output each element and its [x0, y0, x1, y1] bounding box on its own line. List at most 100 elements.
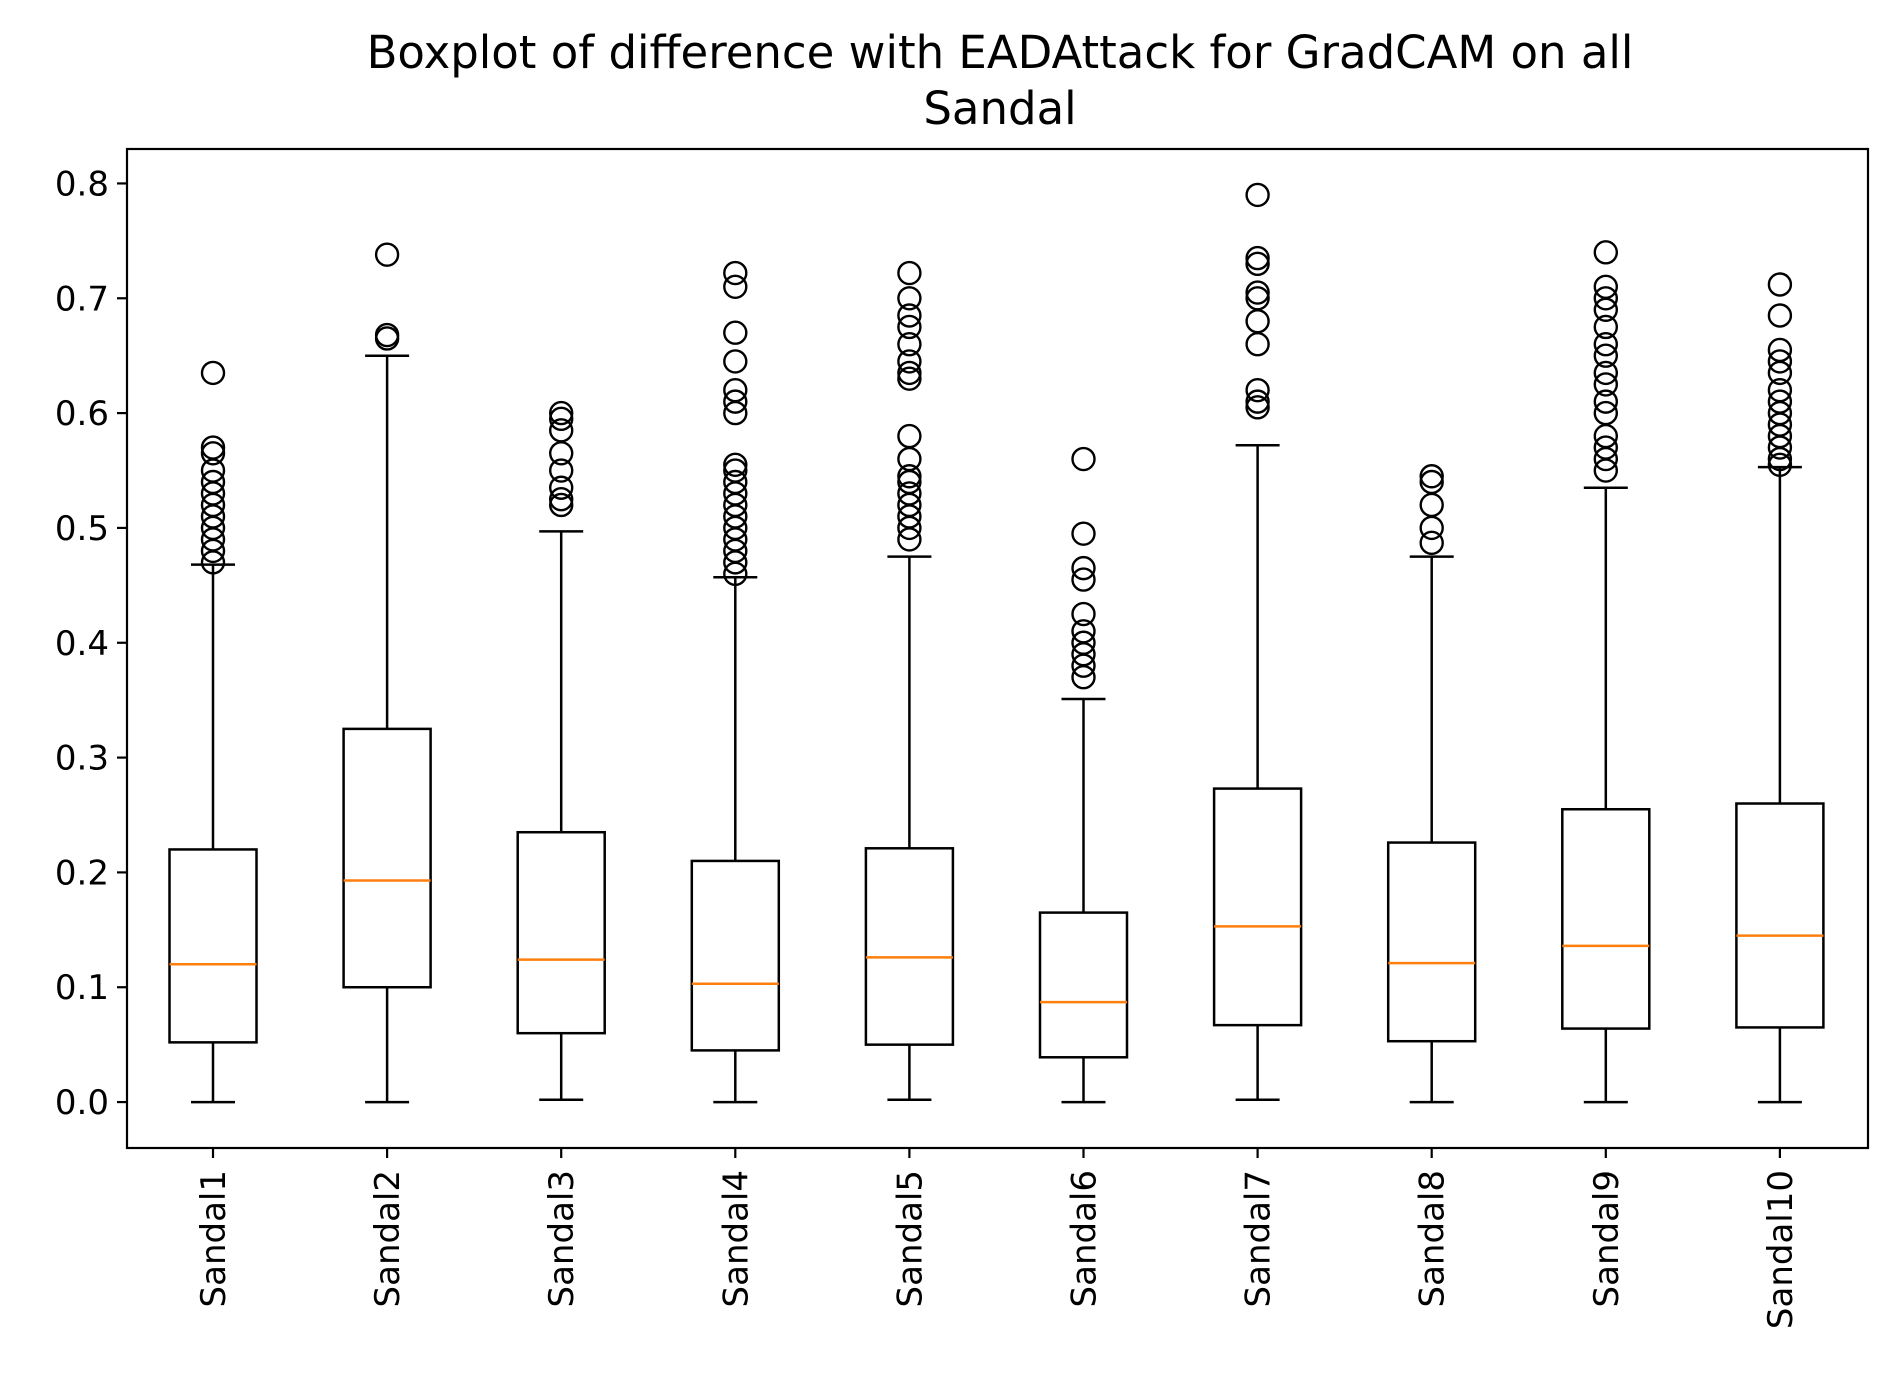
outlier-point: [1245, 182, 1270, 208]
box-group-sandal1: [168, 360, 258, 1104]
outlier-point: [549, 487, 574, 512]
outlier-point: [897, 423, 922, 449]
box-group-sandal10: [1735, 272, 1825, 1104]
outlier-point: [723, 469, 748, 495]
y-tick-label: 0.5: [55, 509, 109, 549]
outlier-point: [374, 242, 400, 267]
box-group-sandal3: [516, 400, 606, 1102]
y-tick-label: 0.8: [55, 164, 109, 204]
outlier-point: [1593, 343, 1619, 368]
outlier-point: [200, 435, 226, 460]
outlier-point: [1071, 567, 1096, 592]
outlier-point: [1071, 619, 1096, 644]
outlier-point: [549, 406, 574, 432]
x-tick-label: Sandal5: [890, 1170, 930, 1307]
outlier-point: [1593, 314, 1619, 340]
outlier-point: [1767, 303, 1793, 328]
y-tick-label: 0.0: [55, 1083, 109, 1123]
y-tick-label: 0.2: [55, 853, 109, 893]
outlier-point: [1071, 630, 1096, 655]
outlier-point: [374, 322, 400, 348]
box-group-sandal6: [1038, 446, 1129, 1104]
outlier-point: [200, 360, 226, 386]
x-tick-label: Sandal2: [368, 1170, 408, 1307]
outlier-point: [723, 458, 748, 483]
outlier-point: [1071, 446, 1096, 472]
iqr-box: [342, 727, 432, 989]
outlier-point: [1245, 389, 1270, 414]
outlier-point: [1245, 286, 1270, 311]
iqr-box: [1561, 808, 1651, 1030]
plot-boxes: [168, 182, 1825, 1104]
box-group-sandal8: [1386, 464, 1477, 1104]
outlier-point: [897, 260, 922, 286]
outlier-point: [897, 332, 922, 357]
plot-area-frame: [125, 147, 1870, 1150]
y-tick-label: 0.3: [55, 739, 109, 779]
x-tick-label: Sandal3: [542, 1170, 582, 1307]
x-tick-label: Sandal9: [1587, 1170, 1627, 1307]
outlier-point: [1593, 286, 1619, 311]
outlier-point: [1593, 274, 1619, 299]
box-group-sandal4: [690, 260, 781, 1104]
outlier-point: [897, 366, 922, 391]
outlier-point: [1245, 395, 1270, 420]
y-tick-label: 0.7: [55, 279, 109, 319]
outlier-point: [549, 400, 574, 426]
outlier-point: [1767, 272, 1793, 297]
outlier-point: [200, 441, 226, 466]
outlier-point: [897, 481, 922, 506]
outlier-point: [1767, 377, 1793, 403]
outlier-point: [1593, 360, 1619, 386]
outlier-point: [897, 303, 922, 328]
outlier-point: [1767, 337, 1793, 363]
x-tick-label: Sandal4: [716, 1170, 756, 1307]
outlier-point: [549, 441, 574, 466]
outlier-point: [1593, 389, 1619, 414]
outlier-point: [1071, 601, 1096, 627]
outlier-point: [897, 286, 922, 311]
iqr-box: [864, 847, 955, 1046]
outlier-point: [1419, 515, 1444, 541]
outlier-point: [897, 349, 922, 374]
outlier-point: [897, 446, 922, 472]
outlier-point: [549, 458, 574, 483]
iqr-box: [1212, 787, 1303, 1027]
outlier-point: [1767, 349, 1793, 374]
outlier-point: [1593, 332, 1619, 357]
iqr-box: [168, 848, 258, 1044]
outlier-point: [723, 377, 748, 403]
y-tick-label: 0.1: [55, 968, 109, 1008]
outlier-point: [723, 260, 748, 286]
iqr-box: [516, 830, 606, 1035]
chart-title: Boxplot of difference with EADAttack for…: [367, 26, 1634, 135]
y-axis: 0.0 0.1 0.2 0.3 0.4 0.5 0.6 0.7 0.8: [55, 164, 127, 1123]
outlier-point: [897, 360, 922, 386]
box-group-sandal9: [1561, 240, 1651, 1104]
outlier-point: [1071, 521, 1096, 546]
outlier-point: [1245, 280, 1270, 305]
chart-title-line-2: Sandal: [923, 82, 1076, 135]
outlier-point: [1245, 332, 1270, 357]
box-group-sandal2: [342, 242, 432, 1104]
outlier-point: [549, 418, 574, 443]
outlier-point: [200, 469, 226, 495]
outlier-point: [549, 475, 574, 500]
outlier-point: [1245, 377, 1270, 403]
x-tick-label: Sandal8: [1413, 1170, 1453, 1307]
outlier-point: [1767, 389, 1793, 414]
outlier-point: [1593, 240, 1619, 265]
y-tick-label: 0.6: [55, 394, 109, 434]
iqr-box: [1735, 802, 1825, 1029]
outlier-point: [897, 464, 922, 489]
box-group-sandal5: [864, 260, 955, 1102]
x-axis: Sandal1 Sandal2 Sandal3 Sandal4 Sandal5 Sanda…: [194, 1148, 1801, 1329]
outlier-point: [1593, 400, 1619, 426]
x-tick-label: Sandal6: [1065, 1170, 1105, 1307]
x-tick-label: Sandal1: [194, 1170, 234, 1307]
x-tick-label: Sandal7: [1239, 1170, 1279, 1307]
outlier-point: [1419, 530, 1444, 556]
outlier-point: [1419, 464, 1444, 489]
y-tick-label: 0.4: [55, 624, 109, 664]
